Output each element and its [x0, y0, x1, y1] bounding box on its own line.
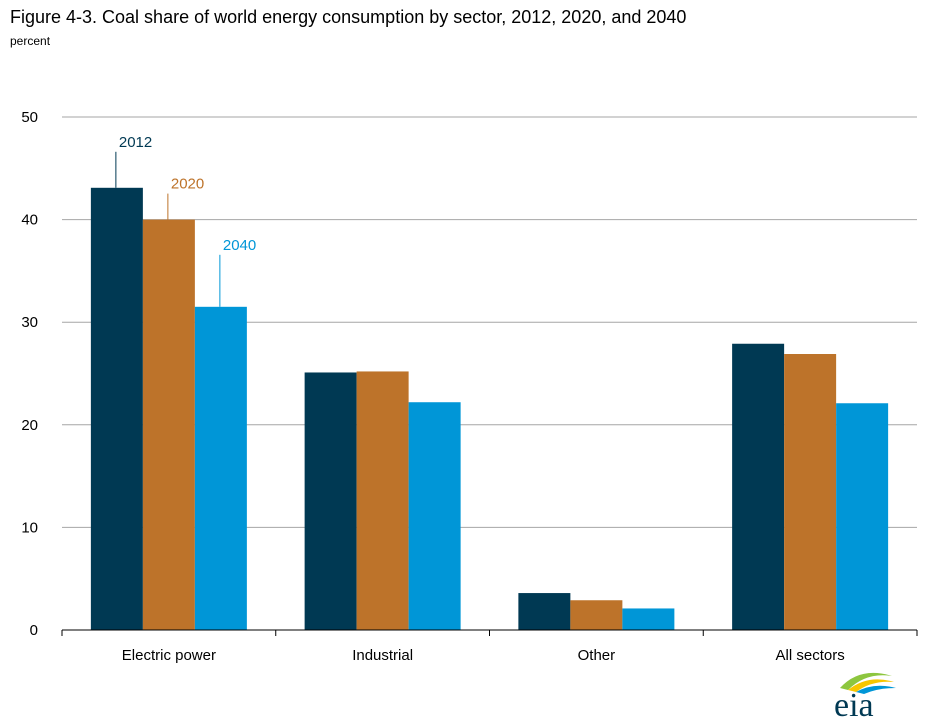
bar-2012-all-sectors — [732, 343, 785, 630]
bar-2040-electric-power — [194, 306, 247, 630]
bar-2020-all-sectors — [784, 354, 837, 630]
series-label: 2040 — [223, 237, 256, 254]
eia-logo: eia — [834, 672, 896, 720]
y-tick-label: 40 — [21, 212, 38, 229]
x-tick-label: Industrial — [352, 647, 413, 664]
y-tick-label: 20 — [21, 417, 38, 434]
bar-2040-all-sectors — [836, 403, 889, 630]
bar-2040-industrial — [408, 402, 461, 630]
y-axis-ticks: 0 10 20 30 40 50 — [21, 109, 38, 639]
y-tick-label: 10 — [21, 519, 38, 536]
bar-2012-industrial — [304, 372, 357, 630]
logo-text: eia — [834, 687, 874, 720]
bar-2012-electric-power — [90, 187, 143, 630]
series-label: 2020 — [171, 176, 204, 193]
x-tick-label: Electric power — [122, 647, 216, 664]
x-axis — [61, 629, 918, 636]
y-tick-label: 0 — [30, 622, 38, 639]
chart-title: Figure 4-3. Coal share of world energy c… — [10, 7, 687, 27]
logo-arc-yellow — [848, 679, 894, 692]
y-tick-label: 30 — [21, 314, 38, 331]
series-label: 2012 — [119, 134, 152, 151]
bar-2020-other — [570, 600, 623, 630]
series-labels: 2012 2020 2040 — [115, 134, 256, 307]
y-axis-unit-label: percent — [10, 34, 51, 48]
logo-arc-blue — [856, 685, 896, 694]
bars — [90, 187, 889, 630]
bar-2012-other — [518, 593, 571, 630]
x-tick-label: Other — [578, 647, 616, 664]
bar-2020-industrial — [356, 371, 409, 630]
logo-arc-green — [840, 672, 892, 690]
bar-2020-electric-power — [142, 219, 195, 630]
x-tick-label: All sectors — [776, 647, 845, 664]
y-tick-label: 50 — [21, 109, 38, 126]
bar-2040-other — [622, 608, 675, 630]
x-axis-tick-labels: Electric power Industrial Other All sectors — [122, 647, 845, 664]
